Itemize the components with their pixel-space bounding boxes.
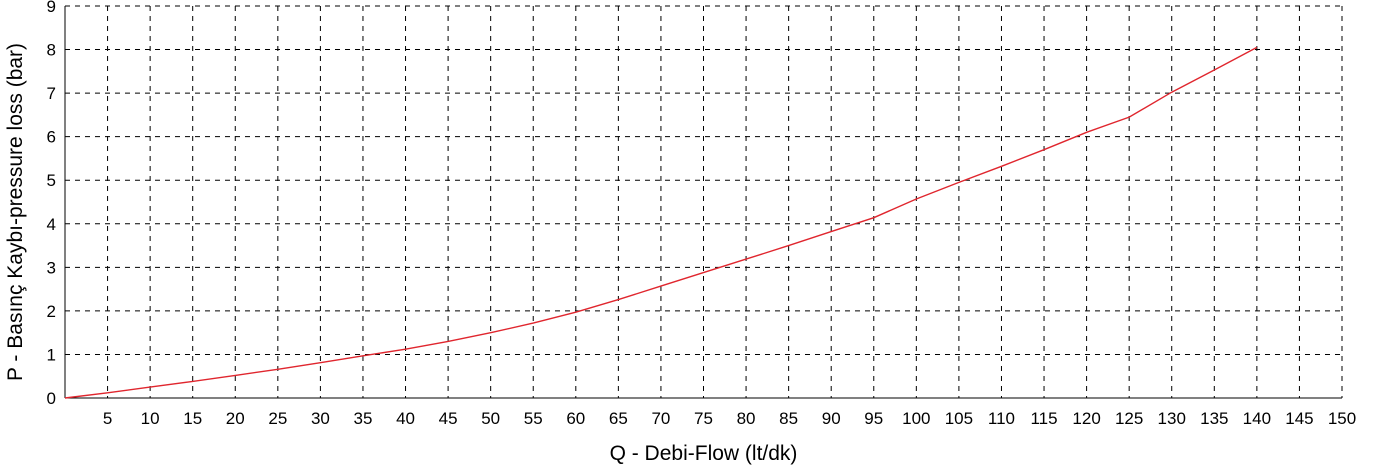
y-tick-label-0: 0 [47, 389, 56, 408]
x-tick-label-21: 110 [988, 409, 1015, 428]
x-tick-label-13: 70 [651, 409, 670, 428]
x-tick-label-23: 120 [1072, 409, 1100, 428]
x-tick-label-7: 40 [396, 409, 415, 428]
y-tick-labels: 0 1 2 3 4 5 6 7 8 9 [47, 0, 56, 408]
x-tick-label-9: 50 [481, 409, 500, 428]
x-tick-label-28: 145 [1285, 409, 1313, 428]
x-tick-label-22: 115 [1030, 409, 1057, 428]
x-tick-label-16: 85 [779, 409, 798, 428]
x-tick-label-0: 5 [103, 409, 112, 428]
x-tick-label-18: 95 [864, 409, 883, 428]
x-tick-label-14: 75 [694, 409, 713, 428]
x-tick-label-15: 80 [737, 409, 756, 428]
y-tick-label-6: 6 [47, 128, 56, 147]
y-tick-label-8: 8 [47, 41, 56, 60]
y-tick-label-4: 4 [47, 215, 56, 234]
y-grid [65, 5, 1342, 355]
y-tick-label-3: 3 [47, 258, 56, 277]
x-tick-label-12: 65 [609, 409, 628, 428]
x-tick-label-26: 135 [1200, 409, 1228, 428]
x-tick-label-3: 20 [226, 409, 245, 428]
x-tick-label-19: 100 [902, 409, 930, 428]
x-tick-label-6: 35 [354, 409, 373, 428]
x-tick-label-11: 60 [566, 409, 585, 428]
x-tick-label-10: 55 [524, 409, 543, 428]
y-axis-label: P - Basınç Kaybı-pressure loss (bar) [4, 43, 27, 381]
series-group [64, 46, 1258, 399]
x-tick-label-8: 45 [439, 409, 458, 428]
y-tick-label-1: 1 [47, 345, 56, 364]
series-line-0 [64, 46, 1258, 399]
x-tick-label-2: 15 [183, 409, 202, 428]
x-tick-label-5: 30 [311, 409, 330, 428]
y-tick-label-2: 2 [47, 302, 56, 321]
x-tick-label-17: 90 [822, 409, 841, 428]
x-tick-labels: 5 10 15 20 25 30 35 40 45 50 55 60 65 70 75 80 85 90 95 100… [103, 409, 1356, 428]
x-tick-label-1: 10 [141, 409, 160, 428]
x-tick-label-4: 25 [268, 409, 287, 428]
y-tick-label-9: 9 [47, 0, 56, 16]
x-tick-label-20: 105 [945, 409, 973, 428]
y-tick-label-5: 5 [47, 171, 56, 190]
x-tick-label-29: 150 [1328, 409, 1356, 428]
x-tick-label-24: 125 [1115, 409, 1143, 428]
x-tick-label-25: 130 [1158, 409, 1186, 428]
x-axis-label: Q - Debi-Flow (lt/dk) [610, 442, 798, 465]
y-tick-label-7: 7 [47, 84, 56, 103]
x-tick-label-27: 140 [1243, 409, 1271, 428]
x-grid [107, 6, 1343, 398]
